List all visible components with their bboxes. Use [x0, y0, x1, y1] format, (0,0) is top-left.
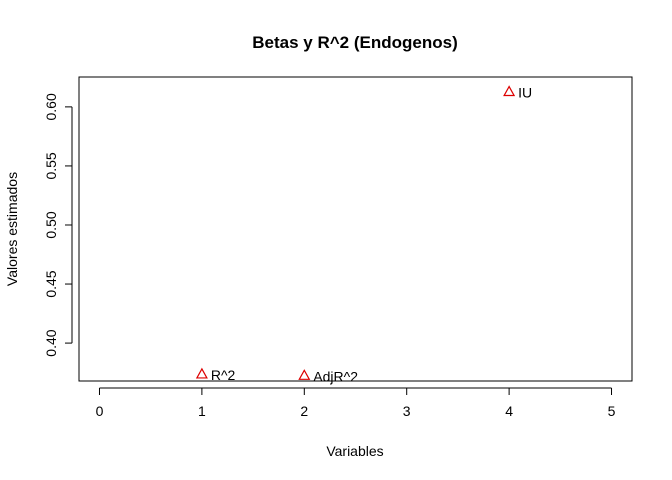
x-tick-label: 0 — [96, 403, 104, 419]
point-label: AdjR^2 — [313, 368, 358, 384]
x-tick-label: 5 — [608, 403, 616, 419]
y-tick-label: 0.55 — [43, 152, 59, 179]
y-tick-label: 0.45 — [43, 270, 59, 297]
point-label: IU — [518, 85, 532, 101]
x-tick-label: 4 — [505, 403, 513, 419]
x-tick-label: 1 — [198, 403, 206, 419]
data-point — [195, 367, 208, 379]
y-axis-label: Valores estimados — [4, 172, 20, 286]
point-label: R^2 — [211, 367, 236, 383]
x-tick-label: 3 — [403, 403, 411, 419]
data-points: R^2 AdjR^2 IU — [195, 85, 532, 384]
y-tick-label: 0.60 — [43, 93, 59, 120]
plot-frame — [78, 76, 633, 382]
x-axis-label: Variables — [326, 443, 383, 459]
chart-title: Betas y R^2 (Endogenos) — [252, 33, 457, 52]
data-point — [503, 85, 516, 97]
x-tick-label: 2 — [300, 403, 308, 419]
y-axis: 0.40 0.45 0.50 0.55 0.60 — [43, 93, 73, 357]
data-point — [298, 369, 311, 380]
x-axis: 0 1 2 3 4 5 — [96, 387, 616, 419]
y-tick-label: 0.50 — [43, 211, 59, 238]
y-tick-label: 0.40 — [43, 329, 59, 356]
